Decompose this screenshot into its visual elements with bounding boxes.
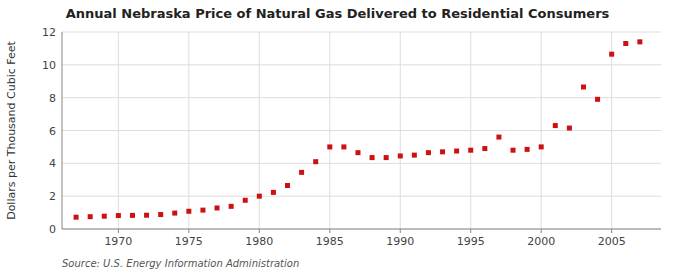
- point: [88, 214, 93, 219]
- x-tick: [188, 229, 189, 233]
- y-tick-label: 12: [42, 26, 56, 39]
- point: [186, 209, 191, 214]
- point: [539, 144, 544, 149]
- point: [412, 153, 417, 158]
- point: [440, 149, 445, 154]
- point: [454, 149, 459, 154]
- x-grid-line: [118, 32, 119, 229]
- point: [384, 155, 389, 160]
- point: [637, 39, 642, 44]
- point: [623, 41, 628, 46]
- title: Annual Nebraska Price of Natural Gas Del…: [66, 6, 610, 21]
- point: [172, 211, 177, 216]
- point: [581, 84, 586, 89]
- y-axis: 0 2 4 6 8 10 12: [42, 26, 62, 236]
- point: [130, 213, 135, 218]
- y-tick-label: 4: [49, 157, 56, 170]
- x-tick-label: 2005: [598, 235, 626, 248]
- x-axis: 1970 1975 1980 1985 1990 1995 2000 2005: [62, 229, 661, 248]
- source-annotation: Source: U.S. Energy Information Administ…: [62, 258, 299, 269]
- point: [158, 212, 163, 217]
- point: [370, 155, 375, 160]
- y-grid-line: [62, 196, 661, 197]
- x-grid-line: [470, 32, 471, 229]
- chart: Annual Nebraska Price of Natural Gas Del…: [0, 0, 675, 275]
- x-grid-line: [188, 32, 189, 229]
- point: [144, 213, 149, 218]
- point: [482, 146, 487, 151]
- point: [229, 204, 234, 209]
- point: [327, 144, 332, 149]
- y-tick-label: 2: [49, 190, 56, 203]
- point: [595, 97, 600, 102]
- y-grid-line: [62, 32, 661, 33]
- y-axis-line: [62, 32, 63, 229]
- point: [102, 214, 107, 219]
- point: [511, 148, 516, 153]
- x-tick-label: 1975: [175, 235, 203, 248]
- y-tick-label: 10: [42, 59, 56, 72]
- point: [525, 147, 530, 152]
- x-tick-label: 1990: [386, 235, 414, 248]
- x-tick: [470, 229, 471, 233]
- point: [341, 144, 346, 149]
- x-tick-label: 1980: [245, 235, 273, 248]
- point: [285, 183, 290, 188]
- x-tick: [400, 229, 401, 233]
- x-tick: [259, 229, 260, 233]
- point: [313, 159, 318, 164]
- point: [355, 150, 360, 155]
- points: [74, 39, 643, 219]
- y-tick-label: 6: [49, 125, 56, 138]
- grid: [62, 32, 661, 229]
- point: [468, 148, 473, 153]
- x-grid-line: [541, 32, 542, 229]
- x-grid-line: [611, 32, 612, 229]
- x-tick-label: 1995: [457, 235, 485, 248]
- point: [215, 205, 220, 210]
- y-grid-line: [62, 163, 661, 164]
- y-tick-label: 0: [49, 223, 56, 236]
- chart-container: Annual Nebraska Price of Natural Gas Del…: [0, 0, 675, 275]
- x-tick-label: 1970: [104, 235, 132, 248]
- x-tick: [118, 229, 119, 233]
- y-tick-label: 8: [49, 92, 56, 105]
- x-tick: [611, 229, 612, 233]
- x-grid-line: [259, 32, 260, 229]
- point: [496, 135, 501, 140]
- x-axis-line: [62, 229, 661, 230]
- point: [398, 153, 403, 158]
- point: [200, 208, 205, 213]
- y-grid-line: [62, 229, 661, 230]
- point: [426, 150, 431, 155]
- point: [609, 52, 614, 57]
- point: [243, 198, 248, 203]
- point: [271, 190, 276, 195]
- x-grid-line: [329, 32, 330, 229]
- point: [257, 194, 262, 199]
- y-axis-label: Dollars per Thousand Cubic Feet: [5, 40, 18, 219]
- x-grid-line: [400, 32, 401, 229]
- point: [553, 123, 558, 128]
- y-grid-line: [62, 97, 661, 98]
- point: [567, 126, 572, 131]
- x-tick: [329, 229, 330, 233]
- x-tick-label: 2000: [527, 235, 555, 248]
- point: [116, 213, 121, 218]
- x-tick-label: 1985: [316, 235, 344, 248]
- point: [74, 215, 79, 220]
- y-grid-line: [62, 64, 661, 65]
- x-tick: [541, 229, 542, 233]
- point: [299, 170, 304, 175]
